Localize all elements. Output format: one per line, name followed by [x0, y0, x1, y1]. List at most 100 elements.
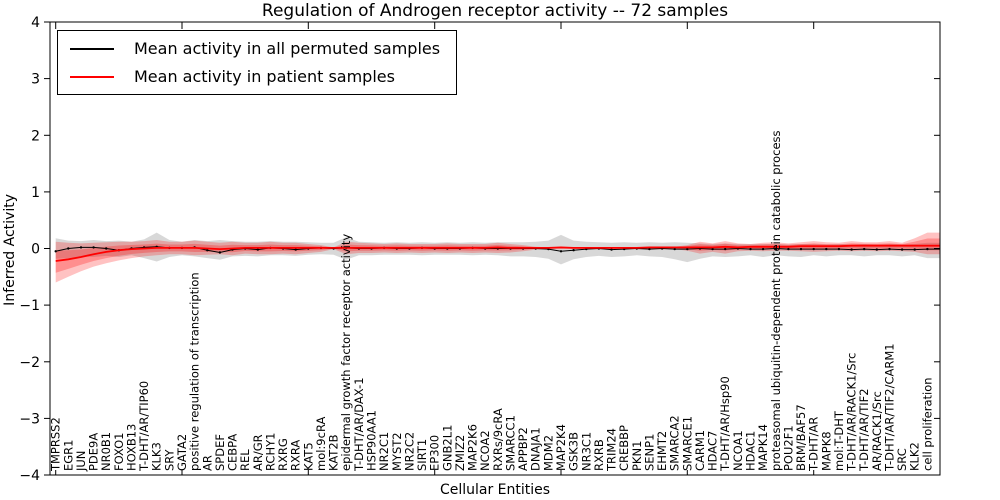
permuted-mean-marker: [686, 247, 689, 251]
y-tick-label: 1: [31, 185, 40, 201]
permuted-mean-marker: [673, 247, 676, 251]
legend-line-swatch-red: [70, 75, 114, 78]
y-tick-label: −4: [19, 468, 40, 484]
y-tick-label: 4: [31, 15, 40, 31]
permuted-mean-marker: [256, 248, 259, 251]
x-tick-label: HSP90AA1: [365, 410, 379, 471]
x-tick-label: MAPK14: [756, 424, 770, 471]
x-tick-label: SRC: [895, 448, 909, 471]
permuted-mean-marker: [875, 248, 878, 251]
x-tick-label: MYST2: [390, 432, 404, 471]
x-tick-label: T-DHT/AR/RACK1/Src: [845, 353, 859, 472]
permuted-mean-marker: [206, 249, 209, 252]
permuted-mean-marker: [724, 247, 727, 251]
permuted-mean-marker: [92, 246, 95, 249]
x-tick-label: JUN: [74, 451, 88, 472]
y-tick-label: −2: [19, 355, 40, 371]
x-tick-label: MAPK8: [819, 431, 833, 471]
x-tick-label: SPDEF: [213, 434, 227, 471]
x-tick-label: HDAC1: [744, 431, 758, 471]
x-tick-label: CREBBP: [617, 425, 631, 471]
x-tick-label: MAP2K4: [554, 424, 568, 471]
x-tick-label: RXRs/9cRA: [491, 408, 505, 471]
x-tick-label: T-DHT/AR/TIF2: [857, 388, 871, 472]
permuted-mean-marker: [774, 247, 777, 250]
permuted-mean-marker: [863, 247, 866, 251]
permuted-mean-marker: [888, 247, 891, 251]
x-tick-label: RXRG: [276, 438, 290, 471]
x-tick-label: RXRB: [592, 439, 606, 471]
permuted-mean-marker: [54, 250, 57, 253]
x-tick-label: RCHY1: [263, 433, 277, 471]
permuted-mean-marker: [711, 247, 714, 251]
x-tick-label: positive regulation of transcription: [188, 272, 202, 471]
x-tick-label: mol:9cRA: [314, 417, 328, 471]
x-tick-label: DNAJA1: [529, 427, 543, 471]
x-tick-label: NR2C2: [402, 432, 416, 471]
y-axis-label-wrap: Inferred Activity: [2, 0, 18, 500]
patient-band: [55, 232, 940, 283]
x-tick-label: T-DHT/AR/DAX-1: [352, 377, 366, 472]
x-tick-label: GATA2: [175, 434, 189, 471]
permuted-mean-marker: [825, 247, 828, 251]
x-tick-label: PKN1: [630, 441, 644, 471]
x-tick-label: SENP1: [642, 434, 656, 471]
x-tick-label: AR: [200, 455, 214, 471]
x-tick-label: TMPRSS2: [49, 417, 63, 472]
permuted-mean-marker: [787, 247, 790, 251]
y-tick-label: 3: [31, 72, 40, 88]
y-axis-label: Inferred Activity: [2, 194, 18, 306]
x-tick-label: RXRA: [289, 440, 303, 471]
x-tick-label: HDAC7: [706, 431, 720, 471]
x-tick-label: T-DHT/AR/TIP60: [137, 381, 151, 472]
y-tick-label: −1: [19, 298, 40, 314]
patient-mean-line: [55, 244, 940, 262]
x-tick-label: T-DHT/AR: [807, 417, 821, 472]
permuted-mean-marker: [812, 247, 815, 251]
x-tick-label: ZMIZ2: [453, 435, 467, 471]
x-tick-label: epidermal growth factor receptor activit…: [339, 234, 353, 471]
x-tick-label: KAT5: [301, 442, 315, 471]
permuted-mean-marker: [79, 246, 83, 249]
x-tick-label: T-DHT/AR/TIF2/CARM1: [883, 343, 897, 472]
x-tick-label: SMARCC1: [504, 415, 518, 471]
permuted-mean-marker: [900, 248, 904, 251]
x-tick-label: GNB2L1: [440, 425, 454, 471]
x-tick-label: KLK3: [150, 442, 164, 471]
x-tick-label: NR2C1: [377, 432, 391, 471]
x-tick-label: CEBPA: [226, 434, 240, 471]
permuted-mean-marker: [837, 247, 841, 251]
legend-line-swatch-black: [70, 47, 114, 50]
legend-item-permuted: Mean activity in all permuted samples: [70, 39, 440, 58]
legend: Mean activity in all permuted samples Me…: [57, 30, 458, 95]
x-tick-label: NCOA2: [478, 430, 492, 471]
x-tick-label: SMARCE1: [680, 416, 694, 471]
x-tick-label: PDE9A: [87, 433, 101, 471]
x-tick-label: KLK2: [908, 442, 922, 471]
permuted-mean-marker: [749, 247, 752, 251]
y-tick-label: 0: [31, 242, 40, 258]
x-tick-label: BRM/BAF57: [794, 404, 808, 471]
x-tick-label: proteasomal ubiquitin-dependent protein …: [769, 130, 783, 471]
x-tick-label: EGR1: [61, 440, 75, 472]
permuted-mean-marker: [926, 247, 929, 251]
x-tick-label: MDM2: [541, 435, 555, 471]
x-tick-label: FOXO1: [112, 433, 126, 471]
x-tick-label: APPBP2: [516, 427, 530, 471]
legend-label: Mean activity in all permuted samples: [134, 39, 441, 58]
x-tick-label: NCOA1: [731, 430, 745, 471]
x-tick-label: POU2F1: [781, 425, 795, 471]
permuted-mean-marker: [850, 248, 853, 251]
x-tick-label: SIRT1: [415, 439, 429, 471]
legend-item-patient: Mean activity in patient samples: [70, 67, 440, 86]
x-tick-label: KAT2B: [327, 434, 341, 471]
x-tick-label: AR/RACK1/Src: [870, 391, 884, 471]
permuted-mean-marker: [105, 247, 108, 250]
permuted-mean-marker: [648, 247, 651, 251]
permuted-mean-marker: [572, 249, 575, 252]
chart-title: Regulation of Androgen receptor activity…: [261, 1, 729, 21]
permuted-mean-marker: [913, 248, 916, 251]
x-tick-label: mol:T-DHT: [832, 410, 846, 471]
